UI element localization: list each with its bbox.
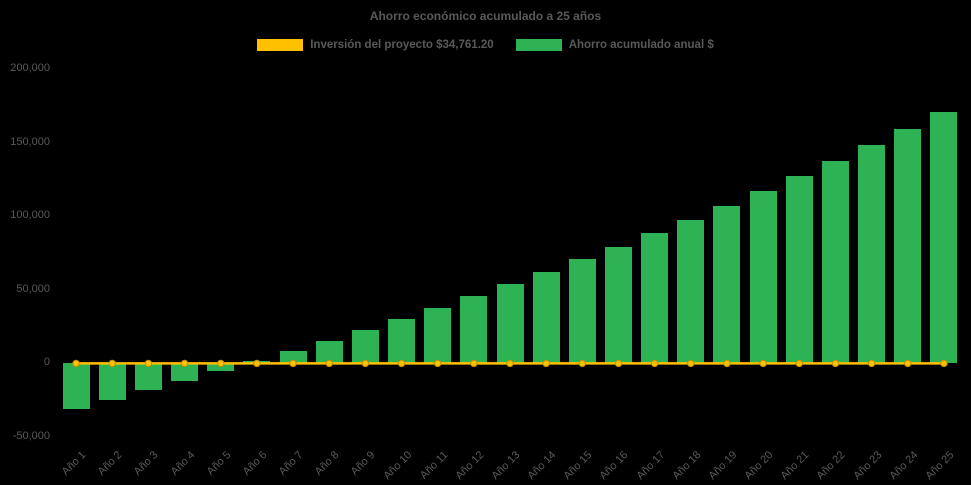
investment-line-marker [470, 359, 478, 368]
investment-line-marker [687, 359, 695, 368]
bar-ano-8 [315, 340, 343, 364]
investment-line-marker [72, 359, 80, 368]
savings-swatch [515, 39, 562, 51]
chart-title: Ahorro económico acumulado a 25 años [369, 9, 602, 23]
bar-ano-2 [98, 363, 126, 400]
bar-ano-7 [279, 351, 307, 364]
investment-line-marker [289, 359, 297, 368]
bar-ano-11 [424, 307, 452, 364]
investment-line-marker [397, 359, 406, 368]
investment-line-marker [542, 359, 550, 368]
bar-ano-21 [785, 176, 813, 364]
bar-ano-17 [641, 233, 669, 364]
legend-label-investment: Inversión del proyecto $34,761.20 [310, 39, 494, 51]
legend-label-savings: Ahorro acumulado anual $ [568, 39, 714, 51]
investment-line-marker [940, 359, 948, 368]
investment-line-marker [361, 359, 370, 368]
y-axis-tick-label: 150,000 [10, 135, 50, 148]
investment-swatch [257, 39, 304, 51]
y-axis-tick-label: 100,000 [10, 209, 50, 222]
bar-ano-5 [207, 363, 235, 372]
bar-ano-25 [930, 112, 958, 364]
bar-ano-10 [388, 319, 416, 364]
bar-ano-16 [604, 246, 632, 364]
investment-line-marker [578, 359, 587, 368]
investment-line-marker [650, 359, 659, 368]
investment-line-marker [144, 359, 153, 368]
investment-line-marker [759, 359, 767, 368]
bar-ano-13 [496, 284, 524, 364]
investment-line-marker [867, 359, 876, 368]
bar-ano-19 [713, 205, 741, 364]
investment-line-marker [723, 359, 731, 368]
legend-item-savings: Ahorro acumulado anual $ [515, 39, 714, 51]
investment-line-marker [253, 359, 261, 368]
bar-ano-23 [858, 145, 886, 364]
legend: Inversión del proyecto $34,761.20 Ahorro… [0, 39, 971, 51]
bar-ano-15 [568, 259, 596, 364]
legend-item-investment: Inversión del proyecto $34,761.20 [257, 39, 494, 51]
y-axis-tick-label: -50,000 [12, 430, 50, 442]
investment-line-marker [180, 359, 189, 368]
bar-ano-3 [134, 363, 162, 391]
investment-line-marker [831, 359, 840, 368]
bar-ano-12 [460, 296, 488, 364]
y-axis-tick-label: 200,000 [10, 62, 50, 74]
bar-ano-4 [171, 363, 199, 382]
bar-ano-24 [894, 129, 922, 364]
bar-ano-9 [351, 330, 379, 364]
y-axis-tick-label: 0 [43, 356, 50, 369]
y-axis-tick-label: 50,000 [16, 282, 50, 295]
investment-line-marker [795, 359, 803, 368]
investment-line-marker [506, 359, 514, 368]
investment-line-marker [217, 359, 225, 368]
bar-ano-14 [532, 271, 560, 364]
bar-ano-1 [62, 363, 90, 409]
investment-line-marker [108, 359, 116, 368]
investment-line-marker [325, 359, 333, 368]
bar-ano-18 [677, 219, 705, 364]
bar-ano-22 [821, 161, 849, 364]
investment-line-marker [614, 359, 623, 368]
investment-line-marker [433, 359, 442, 368]
bar-ano-20 [749, 191, 777, 364]
investment-line-marker [904, 359, 912, 368]
